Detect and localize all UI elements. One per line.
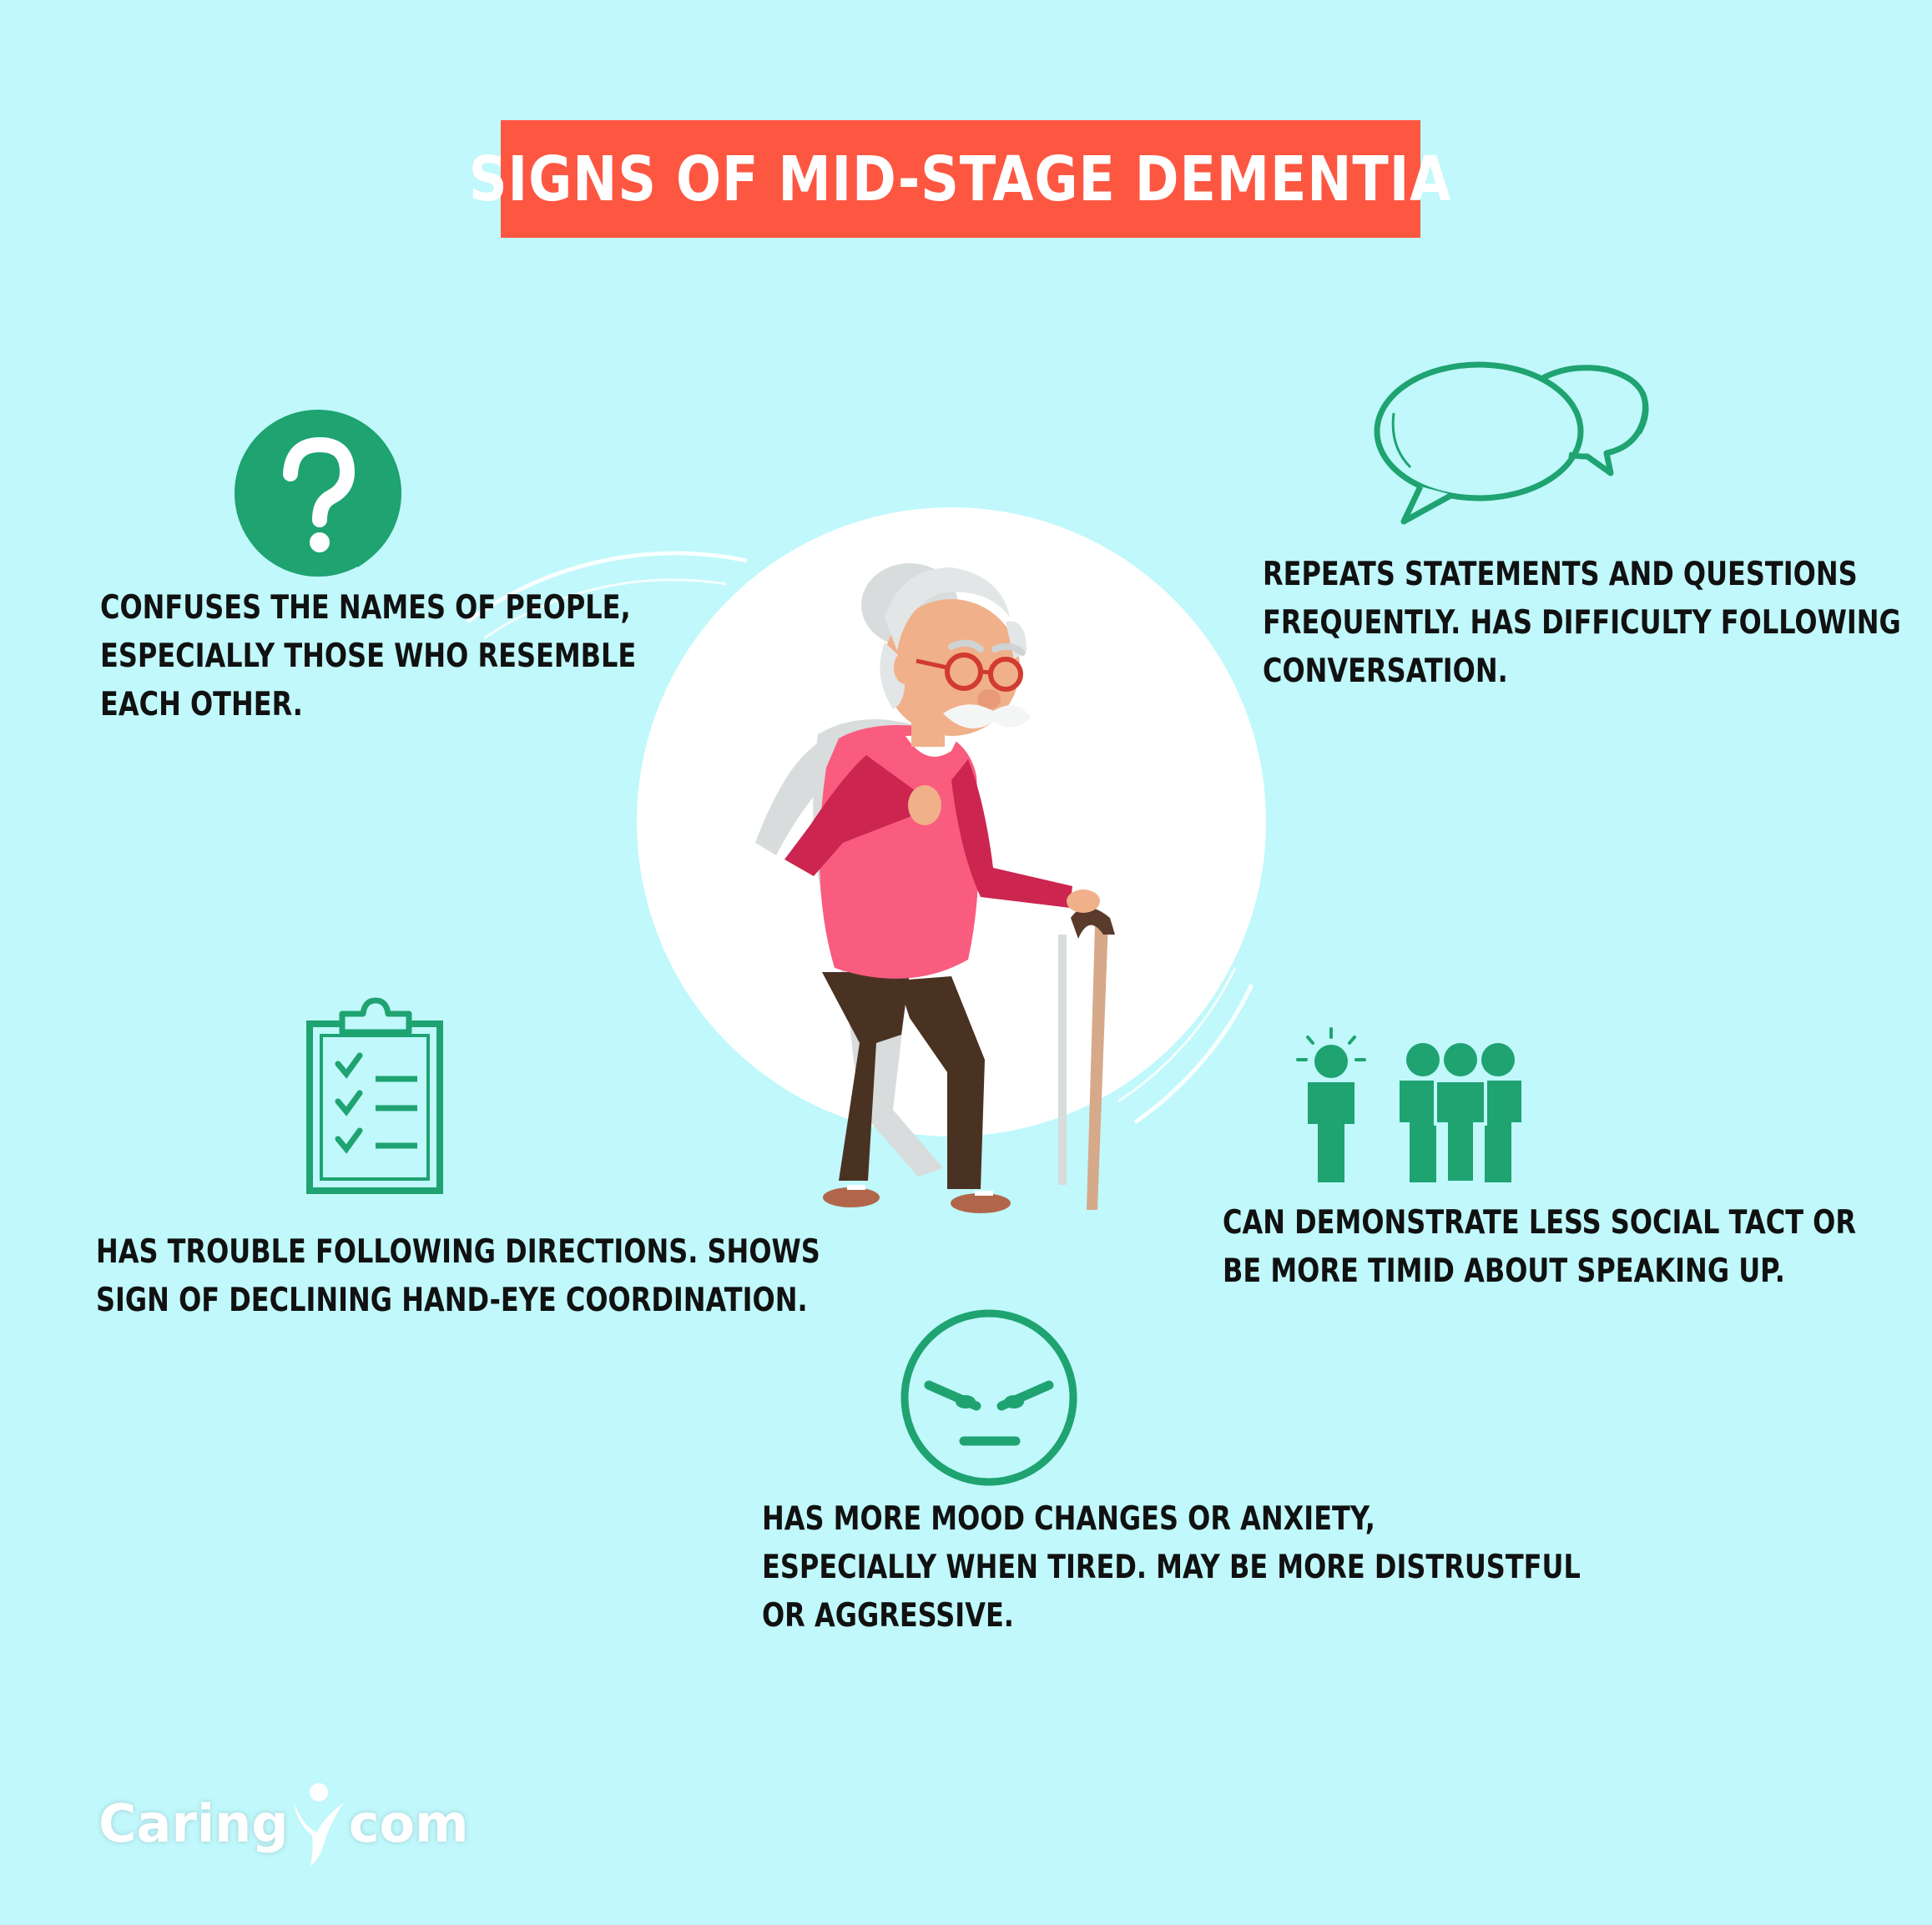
caring-com-logo: Caring com <box>98 1777 469 1869</box>
page-title: SIGNS OF MID-STAGE DEMENTIA <box>469 143 1452 215</box>
caption-line: ESPECIALLY THOSE WHO RESEMBLE <box>100 637 637 675</box>
speech-bubbles-icon <box>1374 361 1649 525</box>
angry-face-icon <box>900 1309 1077 1486</box>
caring-figure-icon <box>293 1783 344 1866</box>
caption-line: FREQUENTLY. HAS DIFFICULTY FOLLOWING <box>1263 604 1901 642</box>
person-and-group-icon <box>1296 1027 1521 1184</box>
caption-line: REPEATS STATEMENTS AND QUESTIONS <box>1263 556 1858 593</box>
logo-text-right: com <box>348 1792 469 1854</box>
caption-line: BE MORE TIMID ABOUT SPEAKING UP. <box>1223 1252 1785 1290</box>
caption-line: ESPECIALLY WHEN TIRED. MAY BE MORE DISTR… <box>762 1549 1581 1586</box>
caption-line: CONFUSES THE NAMES OF PEOPLE, <box>100 589 631 627</box>
logo-text-left: Caring <box>98 1792 289 1854</box>
caption-social-tact: CAN DEMONSTRATE LESS SOCIAL TACT OR BE M… <box>1223 1199 1856 1296</box>
title-banner: SIGNS OF MID-STAGE DEMENTIA <box>469 120 1451 238</box>
caption-line: HAS MORE MOOD CHANGES OR ANXIETY, <box>762 1500 1375 1538</box>
question-mark-icon <box>235 410 401 577</box>
caption-line: HAS TROUBLE FOLLOWING DIRECTIONS. SHOWS <box>96 1233 820 1271</box>
caption-line: OR AGGRESSIVE. <box>762 1597 1014 1635</box>
caption-line: EACH OTHER. <box>100 686 303 723</box>
clipboard-checklist-icon <box>306 997 443 1194</box>
caption-line: CAN DEMONSTRATE LESS SOCIAL TACT OR <box>1223 1204 1856 1242</box>
caption-trouble-directions: HAS TROUBLE FOLLOWING DIRECTIONS. SHOWS … <box>96 1228 820 1325</box>
caption-repeats-statements: REPEATS STATEMENTS AND QUESTIONS FREQUEN… <box>1263 551 1901 696</box>
caption-line: SIGN OF DECLINING HAND-EYE COORDINATION. <box>96 1282 808 1319</box>
caption-confuses-names: CONFUSES THE NAMES OF PEOPLE, ESPECIALLY… <box>100 584 636 729</box>
caption-line: CONVERSATION. <box>1263 653 1508 690</box>
caption-mood-changes: HAS MORE MOOD CHANGES OR ANXIETY, ESPECI… <box>762 1495 1581 1640</box>
